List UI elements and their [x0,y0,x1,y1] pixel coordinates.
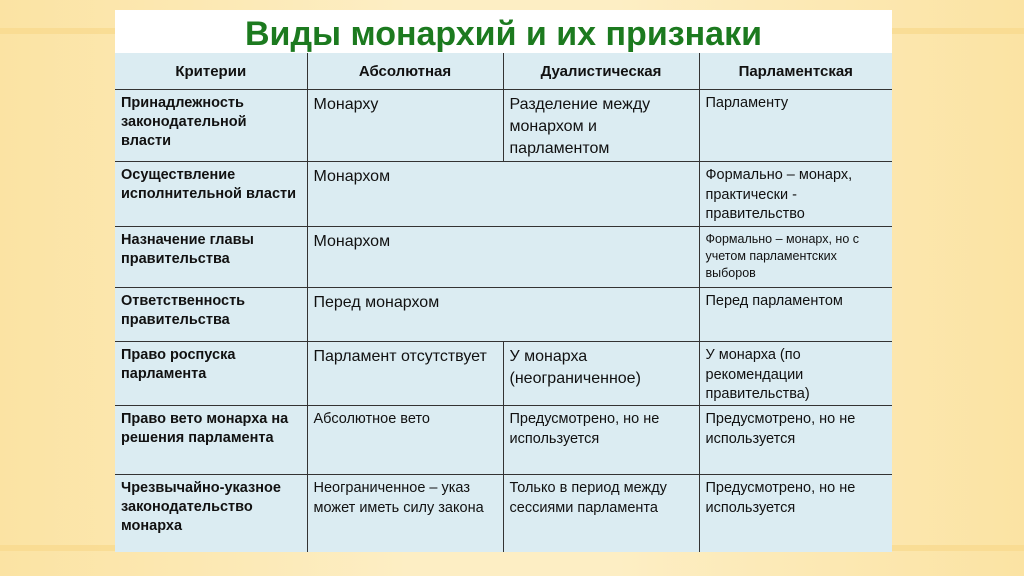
slide-title: Виды монархий и их признаки [245,15,762,53]
criterion-cell: Ответственность правительства [115,287,308,342]
parliamentary-cell: Предусмотрено, но не используется [698,474,892,552]
dualistic-cell: У монарха (неограниченное) [502,341,700,406]
criterion-cell: Принадлежность законодательной власти [115,89,308,162]
table-row: Принадлежность законодательной власти Мо… [115,89,892,162]
criterion-cell: Чрезвычайно-указное законодательство мон… [115,474,308,552]
header-absolute: Абсолютная [306,53,504,90]
parliamentary-cell: Формально – монарх, практически - правит… [698,161,892,227]
absolute-cell: Неограниченное – указ может иметь силу з… [306,474,504,552]
dualistic-cell: Предусмотрено, но не используется [502,405,700,475]
criterion-cell: Право вето монарха на решения парламента [115,405,308,475]
absolute-dualistic-cell: Перед монархом [306,287,700,342]
table-row: Ответственность правительства Перед мона… [115,287,892,342]
header-parliamentary: Парламентская [698,53,892,90]
criterion-cell: Право роспуска парламента [115,341,308,406]
absolute-cell: Монарху [306,89,504,162]
absolute-cell: Парламент отсутствует [306,341,504,406]
table-row: Чрезвычайно-указное законодательство мон… [115,474,892,552]
table-row: Право роспуска парламента Парламент отсу… [115,341,892,406]
dualistic-cell: Разделение между монархом и парламентом [502,89,700,162]
criterion-cell: Осуществление исполнительной власти [115,161,308,227]
table-row: Право вето монарха на решения парламента… [115,405,892,475]
parliamentary-cell: Формально – монарх, но с учетом парламен… [698,226,892,288]
table-row: Назначение главы правительства Монархом … [115,226,892,288]
absolute-dualistic-cell: Монархом [306,161,700,227]
parliamentary-cell: Перед парламентом [698,287,892,342]
table-row: Осуществление исполнительной власти Мона… [115,161,892,227]
parliamentary-cell: Парламенту [698,89,892,162]
header-criteria: Критерии [115,53,308,90]
table-header-row: Критерии Абсолютная Дуалистическая Парла… [115,53,892,90]
dualistic-cell: Только в период между сессиями парламент… [502,474,700,552]
monarchy-table: Критерии Абсолютная Дуалистическая Парла… [115,53,892,552]
slide: Виды монархий и их признаки Критерии Абс… [115,10,892,552]
criterion-cell: Назначение главы правительства [115,226,308,288]
parliamentary-cell: У монарха (по рекомендации правительства… [698,341,892,406]
parliamentary-cell: Предусмотрено, но не используется [698,405,892,475]
header-dualistic: Дуалистическая [502,53,700,90]
absolute-dualistic-cell: Монархом [306,226,700,288]
absolute-cell: Абсолютное вето [306,405,504,475]
